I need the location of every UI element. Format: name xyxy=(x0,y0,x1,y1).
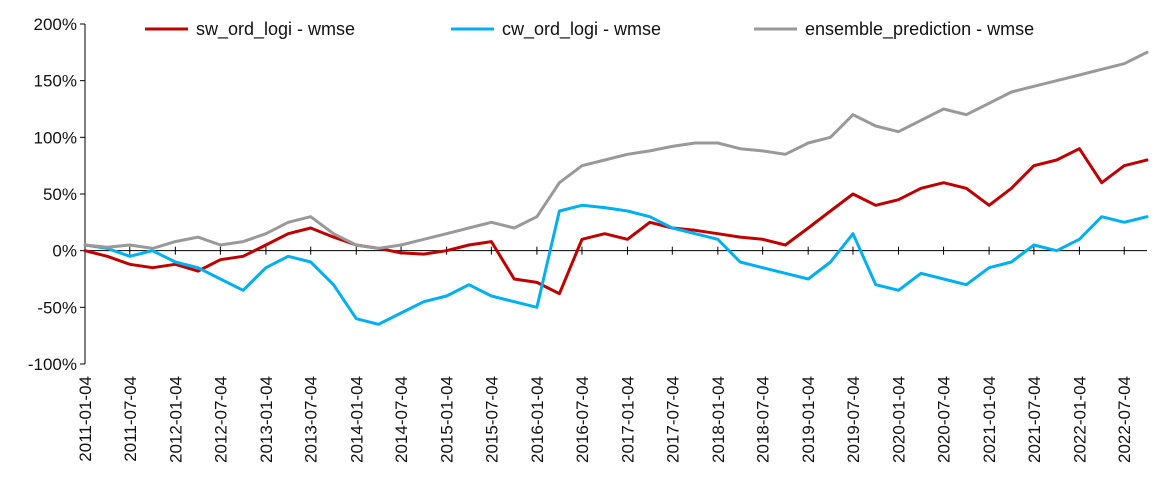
x-tick-label: 2014-01-04 xyxy=(347,376,366,463)
x-tick-label: 2021-01-04 xyxy=(980,376,999,463)
x-tick-label: 2018-01-04 xyxy=(709,376,728,463)
x-tick-label: 2020-07-04 xyxy=(935,376,954,463)
legend: sw_ord_logi - wmse cw_ord_logi - wmse ense… xyxy=(145,19,1034,40)
x-tick-label: 2022-01-04 xyxy=(1070,376,1089,463)
x-tick-label: 2022-07-04 xyxy=(1115,376,1134,463)
x-tick-label: 2016-01-04 xyxy=(528,376,547,463)
legend-label-1: sw_ord_logi - wmse xyxy=(196,19,355,40)
x-tick-label: 2015-01-04 xyxy=(438,376,457,463)
x-tick-label: 2013-01-04 xyxy=(257,376,276,463)
y-tick-label: -50% xyxy=(37,298,77,317)
legend-label-2: cw_ord_logi - wmse xyxy=(502,19,661,40)
legend-label-3: ensemble_prediction - wmse xyxy=(805,19,1034,40)
x-tick-label: 2017-07-04 xyxy=(663,376,682,463)
series-line-3 xyxy=(83,50,1149,250)
x-tick-label: 2011-07-04 xyxy=(121,376,140,462)
y-tick-label: 0% xyxy=(52,242,77,261)
x-axis-ticks: 2011-01-04 2011-07-04 2012-01-04 2012-07-04… xyxy=(76,246,1134,463)
x-tick-label: 2020-01-04 xyxy=(890,376,909,463)
x-tick-label: 2016-07-04 xyxy=(573,376,592,463)
x-tick-label: 2018-07-04 xyxy=(754,376,773,463)
x-tick-label: 2011-01-04 xyxy=(76,376,95,462)
x-tick-label: 2017-01-04 xyxy=(619,376,638,463)
x-tick-label: 2019-01-04 xyxy=(799,376,818,463)
series-line-2 xyxy=(83,203,1149,326)
y-tick-label: 50% xyxy=(43,185,77,204)
x-tick-label: 2021-07-04 xyxy=(1025,376,1044,463)
chart-axes xyxy=(84,24,1147,364)
x-tick-label: 2015-07-04 xyxy=(482,376,501,463)
y-tick-label: 100% xyxy=(34,128,77,147)
series-lines xyxy=(83,50,1149,326)
x-tick-label: 2019-07-04 xyxy=(844,376,863,463)
x-tick-label: 2013-07-04 xyxy=(302,376,321,463)
y-tick-label: 200% xyxy=(34,15,77,34)
y-axis-ticks: -100% -50% 0% 50% 100% 150% 200% xyxy=(28,15,85,374)
series-line-1 xyxy=(83,147,1149,296)
x-tick-label: 2012-07-04 xyxy=(211,376,230,463)
y-tick-label: 150% xyxy=(34,72,77,91)
x-tick-label: 2014-07-04 xyxy=(392,376,411,463)
y-tick-label: -100% xyxy=(28,355,77,374)
x-tick-label: 2012-01-04 xyxy=(166,376,185,463)
